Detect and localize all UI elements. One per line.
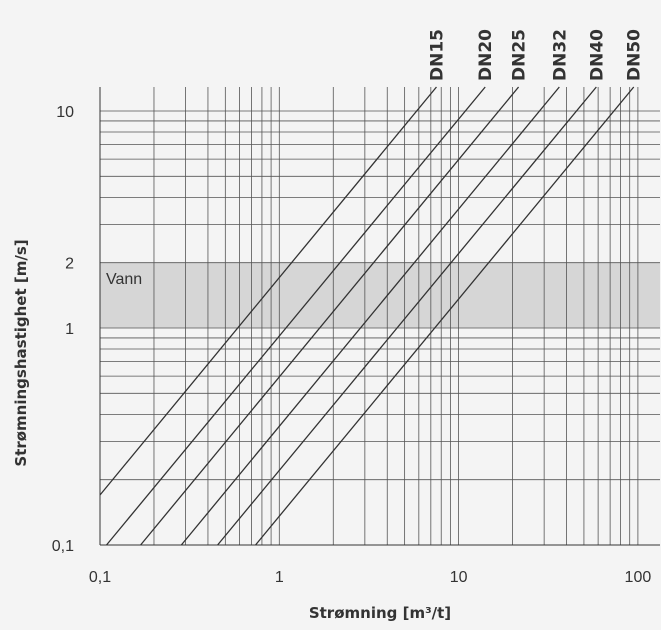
series-line-dn50	[255, 86, 635, 546]
x-tick-label: 1	[275, 569, 284, 586]
series-label-dn20: DN20	[476, 29, 496, 81]
y-tick-label: 1	[65, 321, 74, 338]
y-axis-label: Strømningshastighet [m/s]	[12, 239, 30, 466]
series-label-dn15: DN15	[427, 29, 447, 81]
x-tick-label: 100	[625, 569, 652, 586]
series-label-dn50: DN50	[625, 29, 645, 81]
series-line-dn25	[140, 86, 520, 546]
series-label-dn32: DN32	[550, 29, 570, 81]
band-label-vann: Vann	[106, 271, 142, 288]
series-line-dn32	[180, 86, 560, 546]
x-axis-label: Strømning [m³/t]	[309, 604, 451, 622]
x-tick-label: 10	[450, 569, 468, 586]
series-line-dn40	[217, 86, 597, 546]
y-tick-label: 10	[56, 104, 74, 121]
y-tick-label: 0,1	[52, 538, 74, 555]
series-line-dn15	[99, 86, 437, 496]
y-tick-label: 2	[65, 256, 74, 273]
series-label-dn25: DN25	[510, 29, 530, 81]
series-line-dn20	[105, 86, 486, 546]
band-vann	[100, 262, 660, 328]
x-tick-label: 0,1	[89, 569, 111, 586]
series-label-dn40: DN40	[587, 29, 607, 81]
